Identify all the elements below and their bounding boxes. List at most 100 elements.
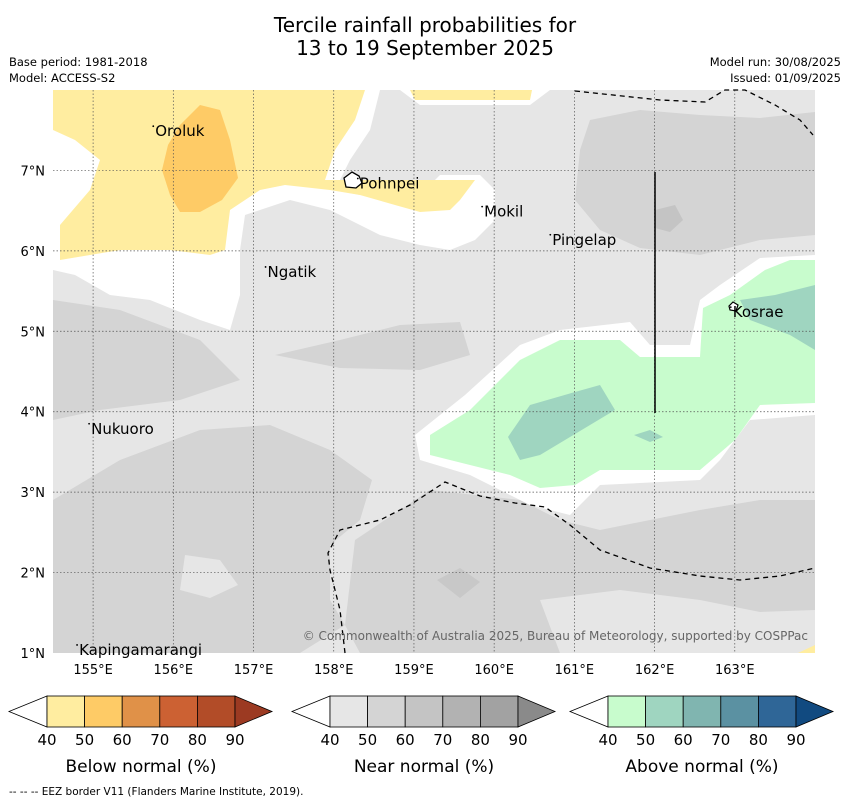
place-marker — [549, 233, 552, 236]
near-normal-mid-region — [655, 205, 683, 232]
colorbar-tick-label: 40 — [320, 731, 339, 749]
model-run-text: Model run: 30/08/2025 — [709, 55, 841, 69]
longitude-tick-label: 163°E — [715, 663, 755, 678]
colorbar-tick-label: 70 — [433, 731, 452, 749]
eez-border-line — [574, 89, 814, 136]
colorbar: 40 50 60 70 80 90 Above normal (%) — [568, 695, 835, 777]
colorbar-label: Near normal (%) — [354, 757, 494, 777]
longitude-tick-labels: 155°E 156°E 157°E 158°E 159°E 160°E 161°E 162°E… — [73, 663, 754, 678]
colorbar-swatch — [196, 695, 236, 728]
colorbar-swatch — [720, 695, 759, 728]
base-period-text: Base period: 1981-2018 — [9, 55, 148, 69]
colorbar-swatch — [121, 695, 161, 728]
place-label: Ngatik — [268, 263, 317, 281]
near-normal-mid-region — [275, 322, 470, 370]
near-normal-mid-region — [53, 300, 240, 420]
colorbar-label: Above normal (%) — [625, 757, 778, 777]
pohnpei-island-outline — [343, 171, 363, 189]
below-normal-region — [410, 90, 532, 100]
place-label: Pohnpei — [360, 174, 420, 192]
near-normal-mid-region — [575, 110, 815, 255]
colorbar-low-extension — [7, 695, 48, 728]
latitude-tick-label: 4°N — [21, 406, 46, 421]
colorbar-swatch — [645, 695, 684, 728]
colorbar-swatch — [479, 695, 519, 728]
longitude-tick-label: 159°E — [394, 663, 434, 678]
colorbar-swatch — [682, 695, 722, 728]
latitude-tick-label: 6°N — [21, 245, 46, 260]
colorbar-tick-label: 70 — [711, 731, 730, 749]
longitude-tick-label: 162°E — [635, 663, 675, 678]
latitude-tick-label: 3°N — [21, 486, 46, 501]
latitude-tick-label: 5°N — [21, 325, 46, 340]
colorbar-swatch — [607, 695, 646, 728]
colorbar-swatch — [159, 695, 198, 728]
longitude-tick-label: 155°E — [73, 663, 113, 678]
place-marker — [729, 306, 732, 309]
footer-note: -- -- -- EEZ border V11 (Flanders Marine… — [9, 786, 304, 798]
colorbar-swatch — [46, 695, 85, 728]
colorbar-tick-label: 60 — [396, 731, 415, 749]
colorbar-tick-label: 90 — [786, 731, 805, 749]
place-labels: Oroluk Pohnpei Mokil Pingelap Ngatik Kosrae Nu… — [76, 122, 783, 659]
eez-border-line — [327, 481, 816, 654]
near-normal-light-patch — [540, 590, 815, 653]
longitude-tick-label: 158°E — [314, 663, 354, 678]
place-marker — [88, 422, 90, 425]
near-normal-mid-region — [437, 568, 480, 598]
model-text: Model: ACCESS-S2 — [9, 71, 116, 85]
chart-title: Tercile rainfall probabilities for 13 to… — [0, 14, 850, 60]
colorbar-tick-label: 90 — [508, 731, 527, 749]
latitude-tick-label: 1°N — [21, 647, 46, 662]
latitude-tick-label: 2°N — [21, 567, 46, 582]
colorbar-tick-label: 80 — [188, 731, 207, 749]
below-normal-region — [53, 90, 475, 260]
colorbar-label: Below normal (%) — [66, 757, 217, 777]
place-label: Oroluk — [155, 122, 204, 140]
colorbar-tick-label: 40 — [598, 731, 617, 749]
issued-text: Issued: 01/09/2025 — [730, 71, 841, 85]
place-marker — [356, 177, 359, 180]
place-label: Nukuoro — [91, 420, 154, 438]
place-label: Mokil — [484, 203, 523, 221]
colorbar-tick-label: 80 — [749, 731, 768, 749]
latitude-tick-label: 7°N — [21, 164, 46, 179]
colorbar: 40 50 60 70 80 90 Near normal (%) — [290, 695, 557, 777]
meta-right: Model run: 30/08/2025 Issued: 01/09/2025 — [710, 54, 841, 86]
below-normal-region — [798, 645, 815, 653]
longitude-tick-label: 160°E — [474, 663, 514, 678]
colorbars: 40 50 60 70 80 90 Below normal (%) 40 50 60 70 80 90… — [7, 695, 835, 777]
colorbar: 40 50 60 70 80 90 Below normal (%) — [7, 695, 274, 777]
longitude-tick-label: 156°E — [154, 663, 194, 678]
longitude-tick-label: 157°E — [234, 663, 274, 678]
copyright-text: © Commonwealth of Australia 2025, Bureau… — [303, 629, 808, 643]
map-gridlines — [53, 90, 815, 653]
below-normal-mid-region — [162, 105, 238, 212]
colorbar-swatch — [329, 695, 368, 728]
colorbar-tick-label: 50 — [75, 731, 94, 749]
longitude-tick-label: 161°E — [555, 663, 595, 678]
colorbar-swatch — [404, 695, 444, 728]
place-marker — [76, 644, 78, 646]
colorbar-tick-label: 50 — [358, 731, 377, 749]
colorbar-tick-label: 60 — [113, 731, 132, 749]
colorbar-high-extension — [795, 695, 835, 728]
kosrae-island-outline — [728, 301, 739, 312]
colorbar-tick-label: 70 — [150, 731, 169, 749]
colorbar-tick-label: 40 — [37, 731, 56, 749]
place-marker — [152, 125, 155, 128]
colorbar-tick-label: 50 — [636, 731, 655, 749]
colorbar-swatch — [758, 695, 797, 728]
colorbar-high-extension — [517, 695, 557, 728]
meta-left: Base period: 1981-2018 Model: ACCESS-S2 — [9, 54, 148, 86]
near-normal-mid-region — [53, 425, 372, 653]
colorbar-swatch — [367, 695, 406, 728]
place-label: Kosrae — [733, 303, 784, 321]
place-label: Kapingamarangi — [79, 641, 202, 659]
above-normal-mid-region — [740, 285, 815, 350]
colorbar-high-extension — [234, 695, 274, 728]
place-marker — [264, 266, 267, 268]
near-normal-light-patch — [180, 555, 238, 598]
place-label: Pingelap — [552, 231, 616, 249]
